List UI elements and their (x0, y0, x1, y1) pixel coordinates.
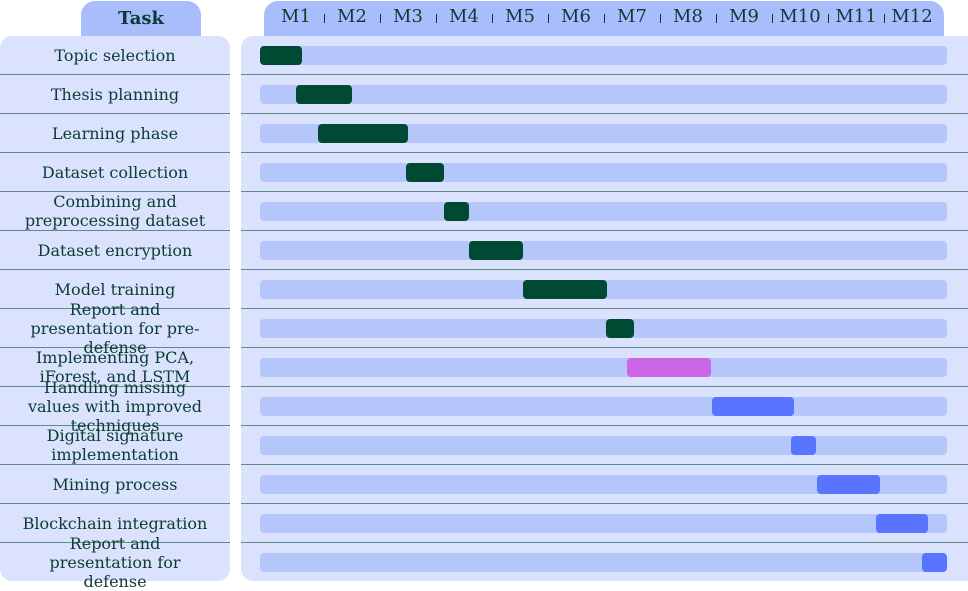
month-separator (492, 14, 493, 23)
task-bar (606, 319, 635, 338)
row-divider (241, 230, 968, 231)
task-bar (790, 436, 817, 455)
row-divider (241, 269, 968, 270)
task-label: Dataset encryption (0, 231, 230, 270)
task-bar (260, 46, 302, 65)
task-bar (817, 475, 881, 494)
task-label: Learning phase (0, 114, 230, 153)
task-bar (296, 85, 353, 104)
task-bar (317, 124, 409, 143)
month-axis-header: M1 M2 M3 M4 M5 M6 M7 M8 M9 M10 M11 M12 (264, 1, 944, 36)
task-bar (922, 553, 947, 572)
task-bar (469, 241, 524, 260)
task-column-header: Task (81, 1, 201, 36)
month-label: M4 (449, 6, 479, 27)
month-label: M2 (337, 6, 367, 27)
month-separator (604, 14, 605, 23)
month-label: M1 (281, 6, 311, 27)
month-separator (772, 14, 773, 23)
timeline-track (260, 46, 947, 65)
month-separator (436, 14, 437, 23)
month-separator (828, 14, 829, 23)
timeline-track (260, 475, 947, 494)
task-label: Combining and preprocessing dataset (0, 192, 230, 231)
row-divider (241, 191, 968, 192)
timeline-track (260, 85, 947, 104)
timeline-track (260, 553, 947, 572)
row-divider (241, 347, 968, 348)
row-divider (241, 464, 968, 465)
month-separator (884, 14, 885, 23)
task-bar (876, 514, 929, 533)
month-separator (548, 14, 549, 23)
task-label: Report and presentation for defense (49, 534, 181, 591)
month-label: M11 (835, 6, 877, 27)
row-divider (241, 542, 968, 543)
task-column-header-label: Task (118, 8, 164, 29)
task-label: Digital signature implementation (0, 426, 230, 465)
row-divider (241, 425, 968, 426)
task-label: Report and presentation for pre-defense (0, 300, 230, 357)
timeline-track (260, 436, 947, 455)
task-bar (626, 358, 712, 377)
row-divider (241, 152, 968, 153)
timeline-track (260, 358, 947, 377)
row-divider (241, 113, 968, 114)
row-divider (241, 503, 968, 504)
month-label: M9 (729, 6, 759, 27)
task-label: Handling missing values with improved te… (0, 378, 230, 435)
task-bar (711, 397, 794, 416)
month-label: M10 (779, 6, 821, 27)
month-separator (716, 14, 717, 23)
task-label: Dataset collection (0, 153, 230, 192)
task-label: Topic selection (0, 36, 230, 75)
task-bar (443, 202, 470, 221)
task-label: Implementing PCA, iForest, and LSTM (0, 348, 230, 387)
timeline-track (260, 202, 947, 221)
row-divider (241, 386, 968, 387)
timeline-track (260, 514, 947, 533)
month-separator (380, 14, 381, 23)
task-bar (405, 163, 444, 182)
month-separator (324, 14, 325, 23)
row-divider (241, 308, 968, 309)
row-divider (241, 74, 968, 75)
task-label: Blockchain integration (0, 504, 230, 543)
task-label: Mining process (0, 465, 230, 504)
timeline-track (260, 124, 947, 143)
month-label: M7 (617, 6, 647, 27)
task-bar (523, 280, 608, 299)
month-label: M3 (393, 6, 423, 27)
month-label: M5 (505, 6, 535, 27)
month-label: M8 (673, 6, 703, 27)
timeline-track (260, 163, 947, 182)
month-label: M12 (891, 6, 933, 27)
task-label: Thesis planning (0, 75, 230, 114)
task-label: Model training (0, 270, 230, 309)
timeline-track (260, 397, 947, 416)
timeline-track (260, 241, 947, 260)
month-separator (660, 14, 661, 23)
month-label: M6 (561, 6, 591, 27)
timeline-track (260, 319, 947, 338)
